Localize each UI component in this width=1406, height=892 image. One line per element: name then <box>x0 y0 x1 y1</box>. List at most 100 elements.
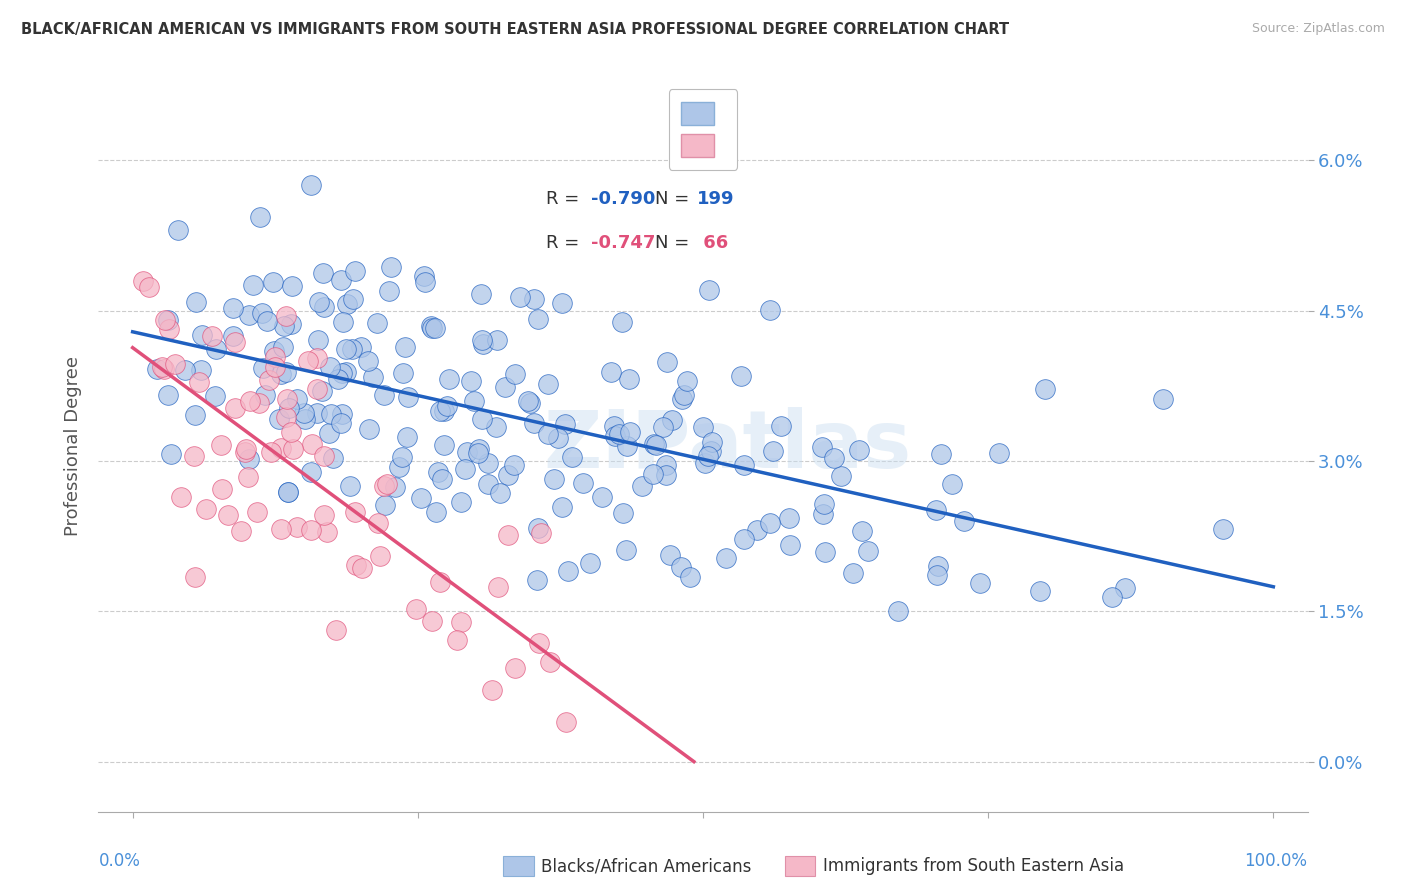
Point <box>375 477 398 491</box>
Point <box>335 343 357 357</box>
Point <box>221 328 243 343</box>
Point <box>536 376 558 391</box>
Point <box>340 342 363 356</box>
Point <box>1152 392 1174 407</box>
Point <box>692 420 714 434</box>
Legend: , : , <box>669 89 737 170</box>
Text: BLACK/AFRICAN AMERICAN VS IMMIGRANTS FROM SOUTH EASTERN ASIA PROFESSIONAL DEGREE: BLACK/AFRICAN AMERICAN VS IMMIGRANTS FRO… <box>21 22 1010 37</box>
Point <box>233 445 256 459</box>
Point <box>619 425 641 440</box>
Point <box>270 367 292 381</box>
Text: 100.0%: 100.0% <box>1244 852 1308 870</box>
Point <box>183 450 205 464</box>
Point <box>274 365 297 379</box>
Point <box>1114 581 1136 595</box>
Point <box>311 384 333 398</box>
Text: 0.0%: 0.0% <box>98 852 141 870</box>
Point <box>224 401 246 416</box>
Point <box>235 442 257 456</box>
Point <box>471 333 494 347</box>
Point <box>519 396 541 410</box>
Point <box>301 436 323 450</box>
Point <box>450 615 472 629</box>
Point <box>297 354 319 368</box>
Point <box>184 570 207 584</box>
Point <box>925 503 948 517</box>
Point <box>380 260 402 274</box>
Point <box>319 360 342 375</box>
Point <box>1028 584 1050 599</box>
Point <box>697 449 720 463</box>
Point <box>1101 591 1123 605</box>
Point <box>330 416 353 430</box>
Point <box>631 479 654 493</box>
Point <box>256 314 278 328</box>
Point <box>526 574 548 588</box>
Point <box>357 422 380 436</box>
Point <box>252 361 274 376</box>
Point <box>238 452 260 467</box>
Point <box>373 478 395 492</box>
Point <box>758 303 780 318</box>
Point <box>856 543 879 558</box>
Point <box>591 490 613 504</box>
Point <box>238 470 260 484</box>
Point <box>361 370 384 384</box>
Point <box>170 490 193 504</box>
Point <box>456 445 478 459</box>
Point <box>305 351 328 366</box>
Point <box>810 440 832 454</box>
Point <box>247 396 270 410</box>
Point <box>391 450 413 464</box>
Text: Immigrants from South Eastern Asia: Immigrants from South Eastern Asia <box>823 857 1123 875</box>
Point <box>842 566 865 580</box>
Point <box>280 317 302 331</box>
Point <box>405 602 427 616</box>
Point <box>561 450 583 464</box>
Point <box>270 442 292 456</box>
Point <box>152 359 174 374</box>
Point <box>481 682 503 697</box>
Text: N =: N = <box>655 190 695 208</box>
Point <box>551 296 574 310</box>
Y-axis label: Professional Degree: Professional Degree <box>65 356 83 536</box>
Point <box>436 399 458 413</box>
Point <box>156 313 179 327</box>
Point <box>925 567 948 582</box>
Point <box>224 335 246 350</box>
Point <box>969 576 991 591</box>
Point <box>543 471 565 485</box>
Point <box>679 570 702 584</box>
Point <box>551 500 574 514</box>
Point <box>420 321 443 335</box>
Point <box>191 327 214 342</box>
Point <box>555 715 578 730</box>
Point <box>927 559 949 574</box>
Point <box>373 388 395 402</box>
Point <box>274 309 297 323</box>
Point <box>655 355 678 369</box>
Text: Blacks/African Americans: Blacks/African Americans <box>541 857 752 875</box>
Point <box>269 412 291 426</box>
Text: 199: 199 <box>697 190 734 208</box>
Point <box>953 514 976 528</box>
Point <box>616 439 638 453</box>
Point <box>336 297 359 311</box>
Point <box>612 315 634 329</box>
Point <box>471 336 494 351</box>
Text: R =: R = <box>546 234 585 252</box>
Point <box>264 351 287 365</box>
Point <box>454 461 477 475</box>
Point <box>374 498 396 512</box>
Point <box>733 532 755 546</box>
Point <box>264 360 287 375</box>
Point <box>617 371 640 385</box>
Point <box>931 447 953 461</box>
Point <box>276 392 298 407</box>
Point <box>262 276 284 290</box>
Point <box>523 416 546 430</box>
Point <box>523 292 546 306</box>
Point <box>941 476 963 491</box>
Point <box>299 523 322 537</box>
Point <box>538 655 561 669</box>
